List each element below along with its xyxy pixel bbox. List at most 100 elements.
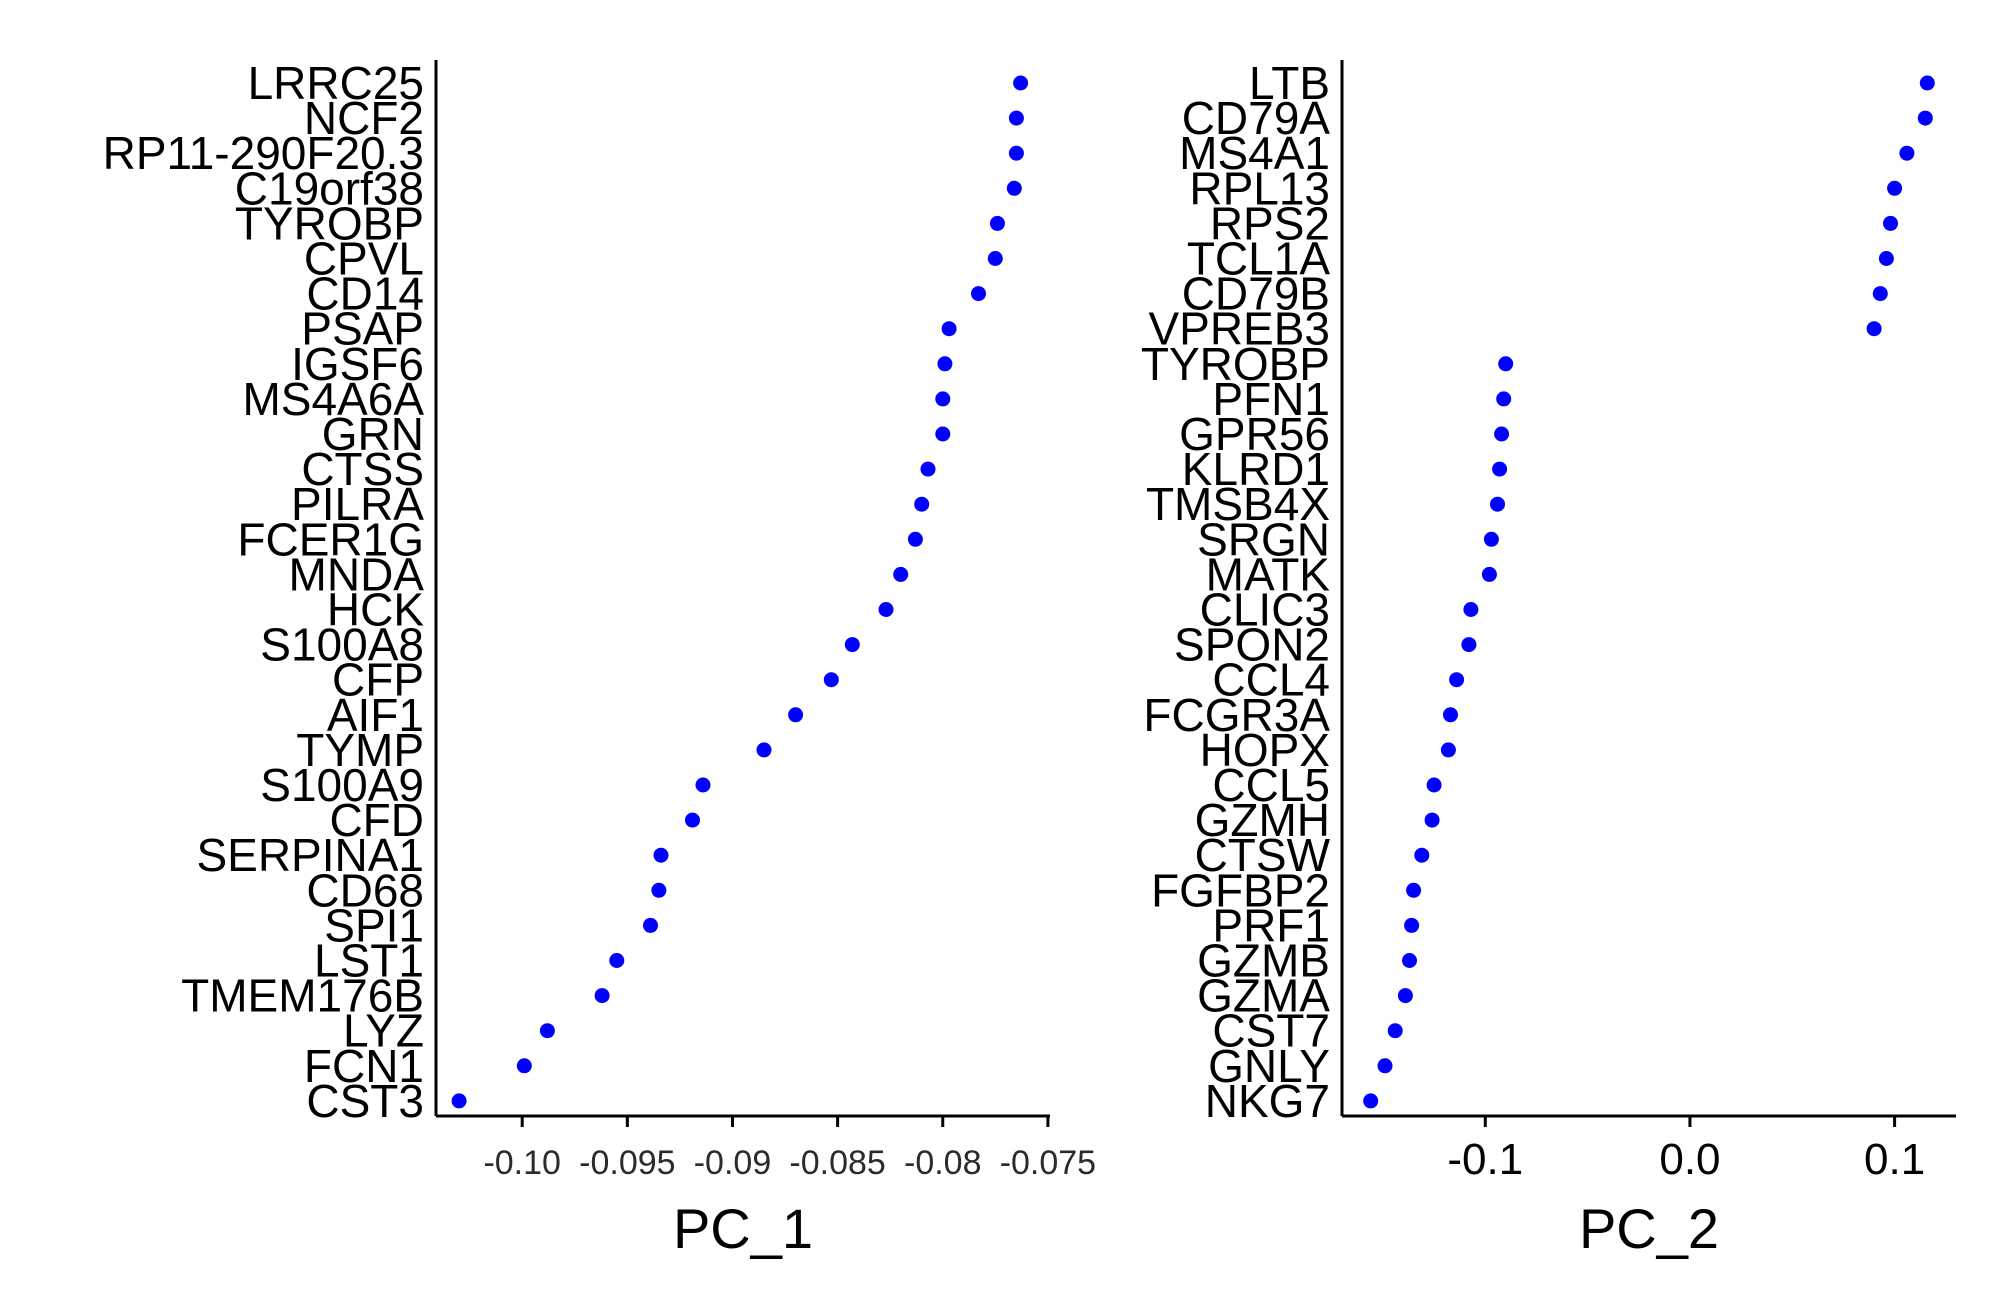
pc-2-data-point [1887, 180, 1903, 196]
pc-1-data-point [878, 602, 894, 617]
pc-2-data-point [1443, 707, 1458, 723]
pc-2-data-point [1414, 847, 1430, 863]
pc-2-gene-label: GNLY [1208, 1040, 1330, 1092]
pc-1-data-point [788, 707, 804, 723]
pc-1-data-point [937, 356, 953, 372]
pc-1-data-point [971, 286, 986, 302]
pc-1-data-point [539, 1023, 555, 1039]
pc-2-gene-label: RPL13 [1189, 162, 1330, 214]
pc-2-gene-label: GPR56 [1179, 408, 1330, 460]
pc-2-x-tick-label: -0.1 [1447, 1135, 1523, 1184]
pc-2-gene-label: CLIC3 [1200, 584, 1330, 636]
pc-1-data-point [844, 637, 860, 653]
pc-1-gene-label: LST1 [314, 935, 424, 987]
pc-2-data-point [1917, 110, 1933, 126]
pc-1-data-point [935, 391, 951, 407]
pc-2-data-point [1387, 1023, 1403, 1039]
pc-1-gene-label: HCK [327, 584, 424, 636]
pc-1-gene-label: S100A8 [260, 619, 424, 671]
pc-1-gene-label: CST3 [306, 1075, 424, 1127]
pc-1-data-point [823, 672, 839, 688]
pc-1-x-tick-label: -0.08 [904, 1144, 982, 1182]
pc-2-gene-label: CD79A [1182, 92, 1331, 144]
pc-2-data-point [1492, 461, 1508, 477]
pc-1-gene-label: PSAP [301, 303, 424, 355]
pc-1-data-point [1013, 75, 1029, 91]
pc-2-gene-label: NKG7 [1205, 1075, 1330, 1127]
pc-1-data-point [594, 988, 610, 1004]
pc-2-gene-label: CCL4 [1212, 654, 1330, 706]
pc-1-data-point [935, 426, 951, 442]
pc-1-gene-label: IGSF6 [291, 338, 424, 390]
pc-2-x-ticks: -0.1 0.0 0.1 [1447, 1116, 1925, 1184]
pc-2-gene-label: TCL1A [1187, 233, 1330, 285]
pc-1-gene-label: C19orf38 [235, 162, 424, 214]
pc-1-gene-label: NCF2 [304, 92, 424, 144]
pc-1-gene-labels: LRRC25NCF2RP11-290F20.3C19orf38TYROBPCPV… [103, 57, 425, 1127]
pc-2-gene-label: TYROBP [1141, 338, 1330, 390]
pc-2-data-point [1449, 672, 1465, 688]
pc-1-x-ticks: -0.10 -0.095 -0.09 -0.085 -0.08 -0.075 [483, 1116, 1096, 1182]
pc-2-gene-label: TMSB4X [1146, 478, 1330, 530]
pc-1-x-axis-title: PC_1 [673, 1197, 813, 1260]
pc-2-data-point [1481, 566, 1497, 582]
pc-1-points [451, 75, 1029, 1109]
pc-1-data-point [643, 917, 658, 933]
pc-1-gene-label: LRRC25 [248, 57, 424, 109]
pc-1-gene-label: MS4A6A [242, 373, 424, 425]
pc-1-x-tick-label: -0.095 [579, 1144, 675, 1182]
pc-1-data-point [987, 251, 1003, 266]
pc-2-data-point [1899, 145, 1915, 161]
pc-2-gene-label: GZMB [1197, 935, 1330, 987]
pc-2-gene-label: SRGN [1197, 513, 1330, 565]
pc-2-gene-label: RPS2 [1210, 197, 1330, 249]
pc-2-gene-label: SPON2 [1174, 619, 1330, 671]
pc-1-data-point [685, 812, 700, 828]
pc-1-gene-label: SERPINA1 [196, 829, 424, 881]
pc-1-x-tick-label: -0.085 [789, 1144, 885, 1182]
pc-1-data-point [941, 321, 957, 337]
pc-1-x-tick-label: -0.075 [1000, 1144, 1096, 1182]
pc-1-data-point [1008, 145, 1024, 161]
pc-1-data-point [1006, 180, 1022, 196]
pc-1-data-point [989, 215, 1005, 231]
pc-1-gene-label: CD14 [306, 268, 424, 320]
pc-1-gene-label: RP11-290F20.3 [103, 127, 424, 179]
pc-2-gene-label: FCGR3A [1143, 689, 1330, 741]
pc-2-panel: LTBCD79AMS4A1RPL13RPS2TCL1ACD79BVPREB3TY… [1141, 57, 1956, 1260]
pc-2-gene-label: CTSW [1195, 829, 1331, 881]
pc-2-data-point [1424, 812, 1440, 828]
pc-1-data-point [609, 953, 625, 968]
pc-1-gene-label: CPVL [304, 233, 424, 285]
pc-2-points [1363, 75, 1935, 1109]
pc-2-gene-label: MATK [1206, 548, 1331, 600]
pc-1-gene-label: CFD [329, 794, 424, 846]
pc-2-data-point [1866, 321, 1882, 337]
pc-2-data-point [1483, 531, 1499, 547]
pc-2-data-point [1496, 391, 1512, 407]
pc-1-gene-label: LYZ [343, 1005, 424, 1057]
pc-2-gene-label: FGFBP2 [1151, 864, 1330, 916]
pc-2-gene-label: GZMH [1195, 794, 1330, 846]
pc-1-gene-label: TYROBP [235, 197, 424, 249]
pc-1-gene-label: S100A9 [260, 759, 424, 811]
pc-1-data-point [451, 1093, 467, 1109]
pc-1-gene-label: CFP [332, 654, 424, 706]
pc-2-gene-label: VPREB3 [1148, 303, 1330, 355]
pc-1-gene-label: FCN1 [304, 1040, 424, 1092]
pc-2-gene-label: PFN1 [1212, 373, 1330, 425]
pc-1-data-point [756, 742, 772, 758]
pc-2-data-point [1490, 496, 1505, 512]
pc-2-gene-label: PRF1 [1212, 899, 1330, 951]
pc-2-data-point [1402, 953, 1417, 968]
pc-2-gene-label: LTB [1249, 57, 1330, 109]
pc-2-x-axis-title: PC_2 [1579, 1197, 1719, 1260]
pc-2-data-point [1494, 426, 1510, 442]
pc-2-gene-label: MS4A1 [1179, 127, 1330, 179]
pc-1-x-tick-label: -0.09 [694, 1144, 772, 1182]
pc-2-data-point [1406, 882, 1422, 898]
pc-2-data-point [1426, 777, 1442, 793]
pc-1-x-tick-label: -0.10 [483, 1144, 561, 1182]
pc-1-gene-label: TYMP [296, 724, 424, 776]
